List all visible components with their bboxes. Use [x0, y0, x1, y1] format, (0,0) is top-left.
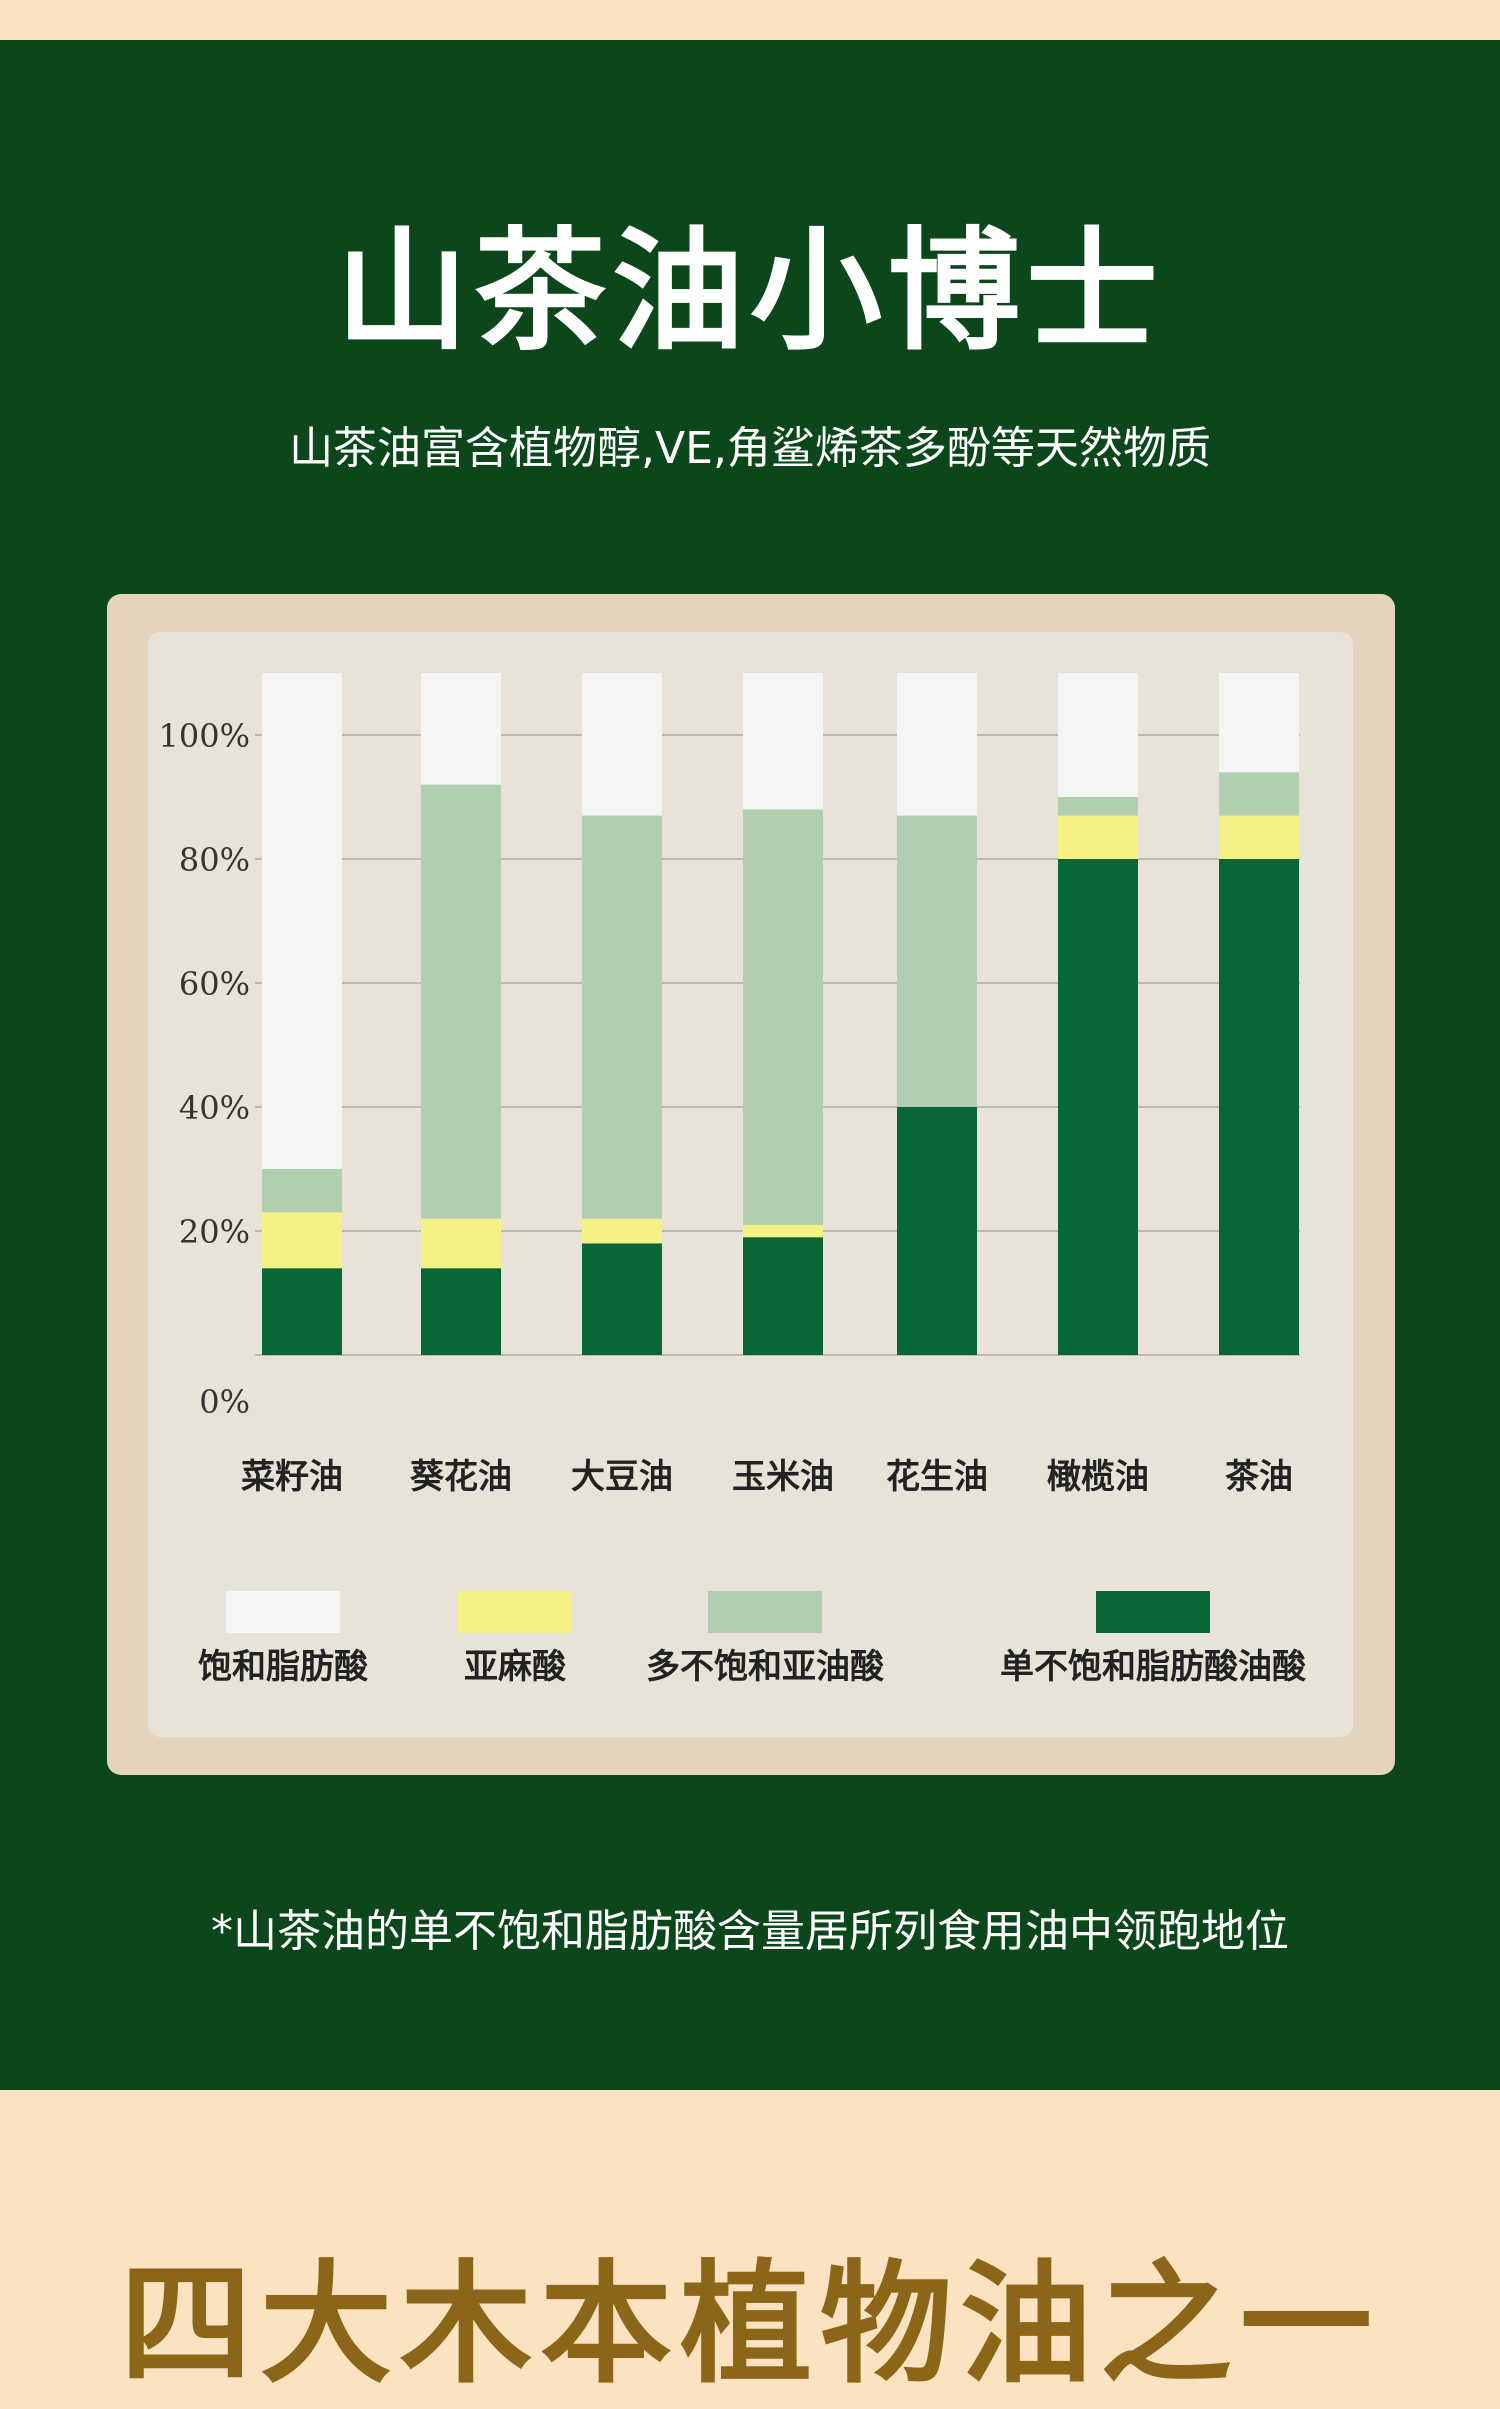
y-tick-label: 100%: [159, 717, 250, 755]
page-title: 山茶油小博士: [336, 214, 1164, 369]
y-tick-label: 60%: [179, 965, 250, 1003]
bar-segment: [897, 1107, 977, 1355]
bar-segment: [1219, 815, 1299, 859]
bar-segment: [743, 1224, 823, 1238]
legend-swatch: [1096, 1591, 1210, 1633]
bar-segment: [582, 1218, 662, 1244]
bar-segment: [743, 1237, 823, 1355]
x-tick-label: 橄榄油: [1047, 1457, 1149, 1497]
bar-segment: [262, 1169, 342, 1213]
legend-swatch: [708, 1591, 822, 1633]
footnote: *山茶油的单不饱和脂肪酸含量居所列食用油中领跑地位: [211, 1906, 1289, 1957]
bar-segment: [421, 673, 501, 785]
bar-segment: [1058, 815, 1138, 859]
bar-segment: [421, 1218, 501, 1269]
legend-label: 饱和脂肪酸: [198, 1647, 369, 1687]
legend-label: 多不饱和亚油酸: [646, 1647, 885, 1687]
bar-segment: [262, 1268, 342, 1355]
legend-swatch: [458, 1591, 572, 1633]
y-tick-label: 80%: [179, 841, 250, 879]
fatty-acid-chart: 0% 20% 40% 60% 80% 100% 菜籽油 葵花油 大豆油 玉米油 花生油 橄榄油 茶油饱和…: [159, 673, 1307, 1687]
x-tick-label: 茶油: [1225, 1457, 1293, 1497]
legend-label: 亚麻酸: [464, 1647, 567, 1687]
bar-segment: [897, 815, 977, 1107]
x-tick-label: 葵花油: [410, 1457, 512, 1497]
x-tick-label: 大豆油: [571, 1457, 673, 1497]
bar-segment: [1058, 673, 1138, 797]
bar-segment: [1058, 797, 1138, 816]
bar-segment: [1058, 859, 1138, 1355]
x-tick-label: 花生油: [886, 1457, 988, 1497]
bar-segment: [743, 673, 823, 810]
page-subtitle: 山茶油富含植物醇,VE,角鲨烯茶多酚等天然物质: [289, 423, 1211, 474]
bar-segment: [262, 1212, 342, 1269]
bar-segment: [897, 673, 977, 816]
bar-segment: [582, 1243, 662, 1355]
y-tick-label: 0%: [199, 1383, 250, 1421]
legend-swatch: [226, 1591, 340, 1633]
x-tick-label: 玉米油: [732, 1457, 834, 1497]
y-tick-label: 40%: [179, 1089, 250, 1127]
next-section-title: 四大木本植物油之一: [120, 2247, 1380, 2402]
bar-segment: [582, 673, 662, 816]
bar-segment: [582, 815, 662, 1219]
bar-segment: [1219, 673, 1299, 773]
x-tick-label: 菜籽油: [241, 1457, 343, 1497]
y-tick-label: 20%: [179, 1213, 250, 1251]
bar-segment: [421, 784, 501, 1219]
bar-segment: [743, 809, 823, 1225]
bar-segment: [421, 1268, 501, 1355]
bar-segment: [1219, 772, 1299, 816]
bar-segment: [262, 673, 342, 1169]
legend-label: 单不饱和脂肪酸油酸: [1000, 1647, 1307, 1687]
bar-segment: [1219, 859, 1299, 1355]
